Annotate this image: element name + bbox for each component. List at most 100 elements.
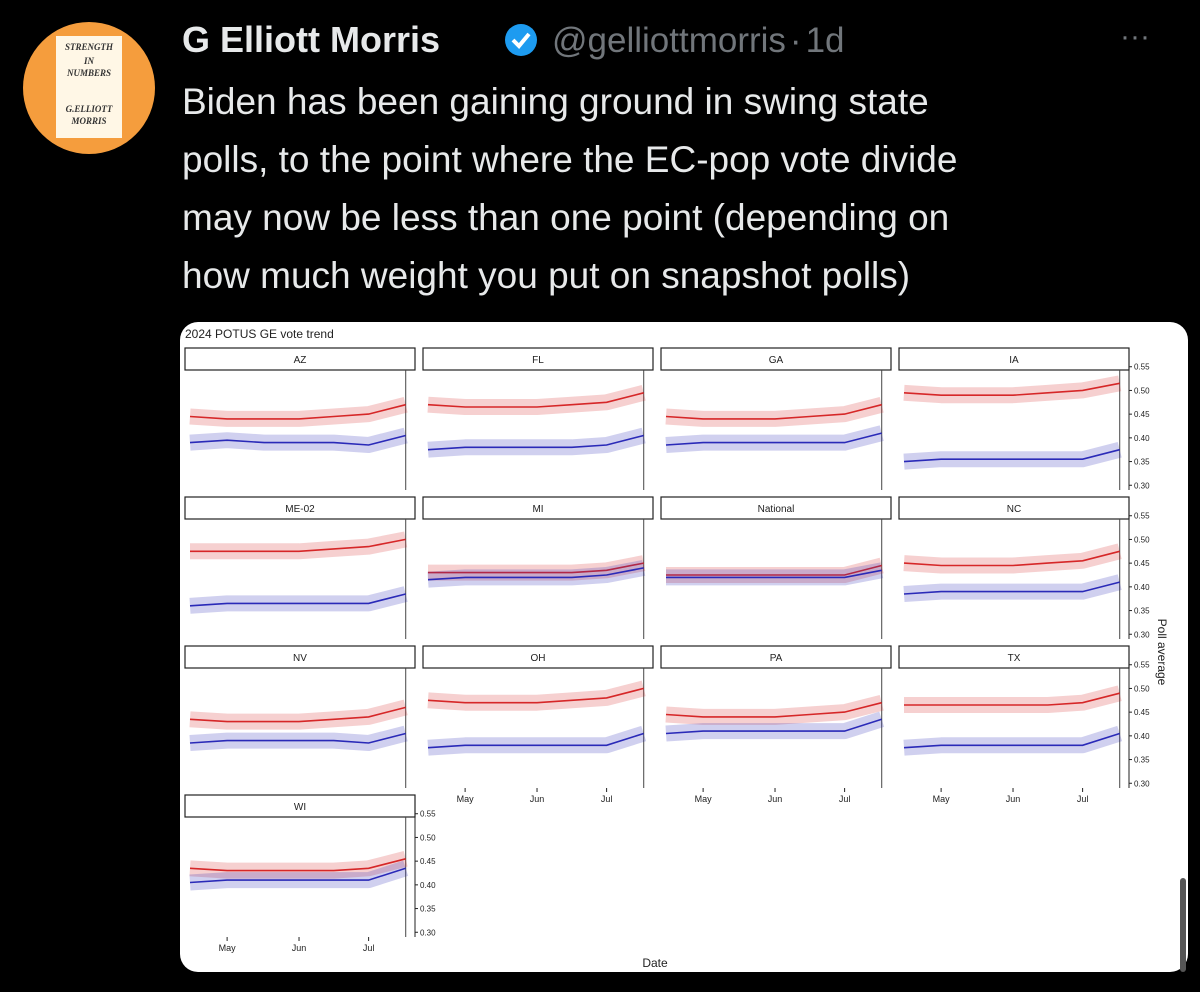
y-tick-label: 0.50	[1134, 386, 1150, 395]
y-tick-label: 0.55	[420, 810, 436, 819]
x-tick-label: May	[933, 794, 951, 804]
x-tick-label: Jun	[1006, 794, 1021, 804]
trend-line	[427, 567, 644, 581]
trend-line	[427, 687, 644, 704]
panel-title: AZ	[294, 355, 307, 366]
y-tick-label: 0.35	[1134, 756, 1150, 765]
y-tick-label: 0.50	[420, 833, 436, 842]
trend-line	[427, 732, 644, 749]
trend-line	[189, 732, 406, 744]
panel-title: PA	[770, 653, 783, 664]
x-tick-label: Jul	[363, 943, 375, 953]
y-tick-label: 0.50	[1134, 535, 1150, 544]
tweet-text: Biden has been gaining ground in swing s…	[182, 81, 929, 122]
trend-line	[189, 867, 406, 884]
y-tick-label: 0.55	[1134, 512, 1150, 521]
y-tick-label: 0.45	[1134, 410, 1150, 419]
panel-title: NV	[293, 653, 307, 664]
x-tick-label: Jul	[1077, 794, 1089, 804]
trend-line	[189, 593, 406, 607]
x-tick-label: Jul	[839, 794, 851, 804]
y-tick-label: 0.35	[1134, 607, 1150, 616]
x-axis-label: Date	[642, 956, 668, 970]
panel-strip	[422, 645, 654, 669]
trend-line	[190, 538, 406, 553]
x-tick-label: May	[695, 794, 713, 804]
separator: ·	[790, 21, 802, 60]
panel-strip	[422, 347, 654, 371]
y-tick-label: 0.40	[1134, 583, 1150, 592]
panel-title: ME-02	[285, 504, 315, 515]
scrollbar[interactable]	[1180, 878, 1186, 972]
y-tick-label: 0.30	[1134, 779, 1150, 788]
x-tick-label: Jun	[768, 794, 783, 804]
trend-line	[665, 701, 882, 718]
panel-strip	[422, 496, 654, 520]
y-tick-label: 0.55	[1134, 661, 1150, 670]
trend-line	[665, 718, 882, 735]
trend-line	[665, 432, 882, 446]
y-axis-label: Poll average	[1155, 619, 1169, 686]
trend-line	[189, 434, 406, 446]
y-tick-label: 0.40	[420, 881, 436, 890]
panel-title: TX	[1008, 653, 1021, 664]
panel-strip	[184, 347, 416, 371]
trend-line	[189, 858, 406, 872]
panel-strip	[184, 496, 416, 520]
trend-line	[427, 392, 644, 408]
panel-title: NC	[1007, 504, 1021, 515]
x-tick-label: May	[219, 943, 237, 953]
more-button[interactable]: ···	[1120, 20, 1150, 53]
time[interactable]: 1d	[806, 21, 845, 60]
avatar-line: MORRIS	[70, 116, 106, 126]
x-tick-label: Jun	[292, 943, 307, 953]
trend-line	[903, 550, 1120, 567]
author-name[interactable]: G Elliott Morris	[182, 19, 440, 60]
chart-title: 2024 POTUS GE vote trend	[185, 327, 334, 341]
x-tick-label: May	[457, 794, 475, 804]
y-tick-label: 0.45	[1134, 559, 1150, 568]
trend-line	[189, 706, 406, 723]
panel-strip	[660, 347, 892, 371]
trend-line	[428, 562, 644, 574]
avatar-line: STRENGTH	[65, 42, 114, 52]
avatar-line: NUMBERS	[66, 68, 111, 78]
panel-strip	[184, 645, 416, 669]
panel-title: IA	[1009, 355, 1019, 366]
handle[interactable]: @gelliottmorris	[552, 21, 786, 60]
trend-line	[904, 692, 1120, 706]
y-tick-label: 0.35	[420, 905, 436, 914]
tweet-text: may now be less than one point (dependin…	[182, 197, 949, 238]
y-tick-label: 0.40	[1134, 732, 1150, 741]
avatar-line: IN	[83, 56, 95, 66]
x-tick-label: Jun	[530, 794, 545, 804]
y-tick-label: 0.30	[1134, 481, 1150, 490]
y-tick-label: 0.30	[420, 928, 436, 937]
panel-strip	[898, 645, 1130, 669]
trend-line	[903, 581, 1120, 595]
author-meta: @gelliottmorris · 1d	[552, 21, 845, 60]
panel-strip	[184, 794, 416, 818]
panel-strip	[898, 496, 1130, 520]
x-tick-label: Jul	[601, 794, 613, 804]
panel-title: MI	[532, 504, 543, 515]
panel-title: National	[758, 504, 795, 515]
y-tick-label: 0.50	[1134, 684, 1150, 693]
panel-title: GA	[769, 355, 784, 366]
trend-line	[903, 448, 1120, 463]
chart: 2024 POTUS GE vote trend Date Poll avera…	[184, 327, 1169, 970]
trend-line	[666, 564, 882, 576]
avatar-text: STRENGTH IN NUMBERS G.ELLIOTT MORRIS	[65, 42, 114, 126]
y-tick-label: 0.30	[1134, 630, 1150, 639]
verified-check	[511, 32, 531, 49]
panel-title: FL	[532, 355, 544, 366]
y-tick-label: 0.45	[1134, 708, 1150, 717]
tweet-text: how much weight you put on snapshot poll…	[182, 255, 910, 296]
trend-line	[903, 382, 1120, 396]
trend-line	[189, 403, 406, 420]
y-tick-label: 0.35	[1134, 458, 1150, 467]
y-tick-label: 0.40	[1134, 434, 1150, 443]
verified-badge	[505, 24, 537, 56]
